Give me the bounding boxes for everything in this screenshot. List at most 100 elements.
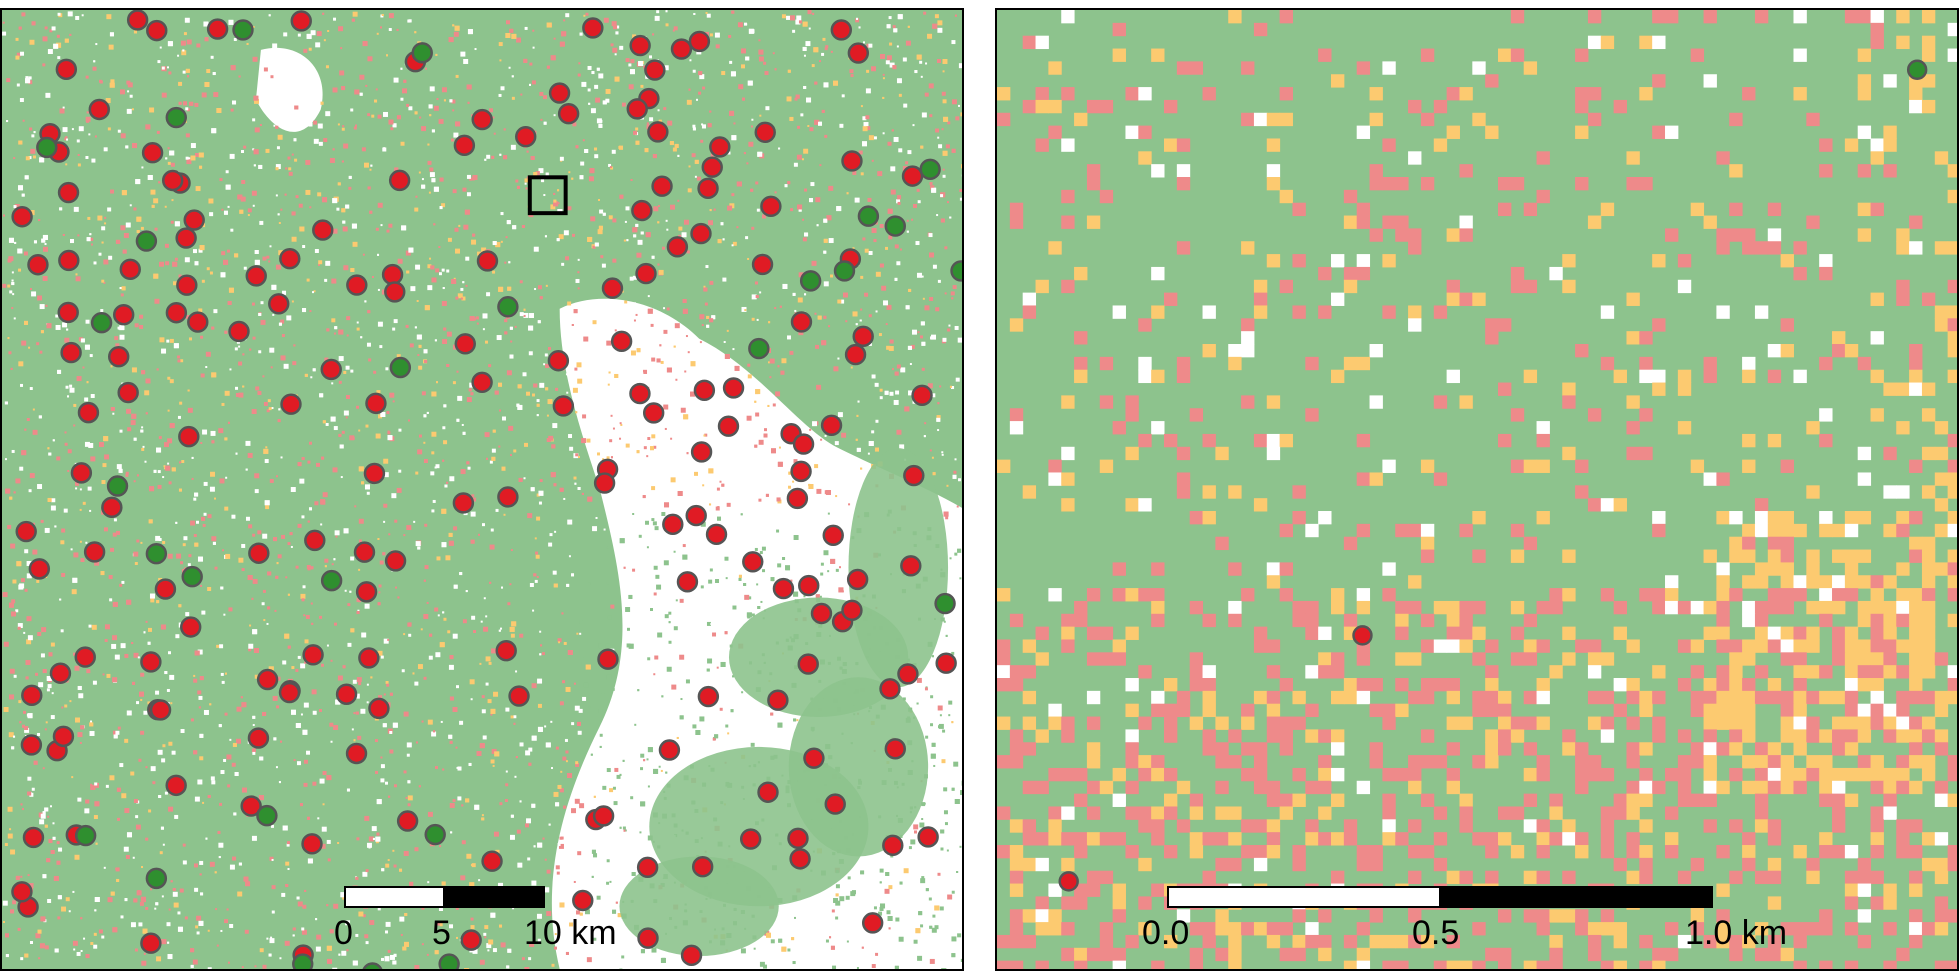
sample-point-red	[453, 134, 476, 157]
sample-point-red	[830, 19, 853, 41]
sample-point-red	[206, 18, 229, 40]
sample-point-red	[844, 343, 867, 366]
sample-point-red	[146, 19, 168, 42]
sample-point-red	[70, 462, 93, 484]
sample-point-red	[140, 932, 162, 954]
sample-point-red	[388, 169, 411, 192]
sample-point-red	[680, 944, 703, 967]
sample-point-red	[302, 644, 324, 666]
sample-point-red	[709, 136, 731, 158]
sample-point-red	[787, 827, 809, 850]
sample-point-green	[165, 106, 187, 129]
sample-point-green	[950, 260, 962, 282]
sample-point-red	[345, 742, 368, 765]
sample-point-red	[841, 599, 863, 622]
sample-point-red	[676, 571, 699, 593]
sample-point-green	[424, 823, 446, 846]
sample-point-green	[36, 136, 58, 159]
sample-point-red	[697, 177, 719, 200]
sample-point-red	[824, 793, 846, 815]
sample-point-red	[355, 581, 378, 603]
sample-point-red	[852, 325, 874, 348]
sample-point-red	[662, 513, 684, 536]
scale-bar-label-0: 0.0	[1142, 914, 1190, 952]
sample-point-red	[248, 542, 270, 564]
sample-point-green	[748, 337, 770, 360]
sample-point-red	[772, 577, 795, 600]
sample-point-red	[693, 379, 716, 402]
scale-bar-label-5: 5	[432, 914, 451, 952]
sample-point-red	[651, 175, 673, 197]
sample-point-red	[593, 472, 616, 494]
sample-point-red	[471, 371, 493, 394]
sample-point-red	[20, 734, 43, 756]
sample-point-red	[268, 293, 290, 315]
sample-point-red	[112, 304, 135, 326]
sample-point-red	[691, 856, 714, 878]
sample-point-red	[228, 320, 250, 343]
sample-point-green	[857, 205, 880, 227]
sample-point-green	[362, 962, 383, 969]
sample-point-red	[792, 433, 815, 455]
sample-point-red	[582, 17, 604, 39]
sample-point-red	[384, 550, 407, 572]
sample-point-red	[346, 274, 368, 296]
sample-point-red	[636, 856, 659, 879]
sample-point-red	[722, 377, 745, 399]
sample-point-red	[897, 663, 919, 685]
sample-point-red	[515, 125, 537, 148]
sample-point-green	[90, 311, 113, 334]
scale-bar-segment-black	[443, 886, 545, 908]
sample-point-red	[701, 156, 723, 178]
sample-point-red	[304, 529, 326, 552]
sample-point-red	[290, 10, 312, 32]
sample-point-green	[135, 230, 158, 252]
sample-point-red	[495, 640, 517, 662]
sample-point-red	[629, 34, 651, 57]
sample-point-red	[901, 165, 924, 187]
sample-point-red	[363, 462, 386, 485]
sample-point-red	[690, 222, 712, 245]
sample-point-red	[647, 121, 669, 143]
sample-point-red	[739, 828, 762, 850]
sample-point-red	[320, 358, 342, 381]
sample-point-red	[884, 738, 906, 760]
sample-point-red	[760, 195, 782, 217]
sample-point-red	[847, 42, 870, 64]
sample-point-red	[384, 281, 406, 303]
sample-point-red	[353, 541, 376, 563]
sample-point-red	[55, 58, 78, 81]
detail-map-canvas[interactable]	[997, 10, 1957, 969]
sample-point-green	[232, 19, 254, 41]
sample-point-green	[256, 804, 278, 827]
sample-point-red	[685, 504, 707, 527]
overview-map-canvas[interactable]	[2, 10, 962, 969]
sample-point-red	[57, 181, 80, 204]
sample-point-red	[861, 912, 884, 934]
sample-point-red	[58, 249, 80, 272]
sample-point-red	[460, 929, 482, 951]
sample-point-green	[389, 356, 412, 379]
sample-point-red	[547, 350, 570, 372]
sample-point-red	[810, 602, 833, 625]
sample-point-red	[846, 568, 869, 591]
sample-point-red	[452, 492, 475, 514]
detail-map[interactable]: 0.0 0.5 1.0 km	[995, 8, 1959, 971]
sample-point-red	[1352, 625, 1373, 646]
sample-point-green	[919, 158, 941, 181]
sample-point-red	[592, 805, 615, 827]
overview-map[interactable]: 0 5 10 km	[0, 8, 964, 971]
scale-bar: 0.0 0.5 1.0 km	[1142, 886, 1867, 956]
sample-point-red	[140, 651, 162, 673]
sample-point-red	[803, 747, 825, 769]
sample-point-red	[481, 850, 503, 872]
sample-point-red	[278, 681, 301, 704]
sample-point-green	[884, 215, 906, 237]
sample-point-red	[757, 781, 779, 803]
sample-point-red	[279, 247, 301, 270]
sample-point-red	[705, 523, 728, 546]
scale-bar-segment-white	[1167, 886, 1441, 908]
sample-point-red	[381, 263, 404, 286]
sample-point-red	[508, 685, 530, 707]
sample-point-green	[145, 543, 168, 565]
